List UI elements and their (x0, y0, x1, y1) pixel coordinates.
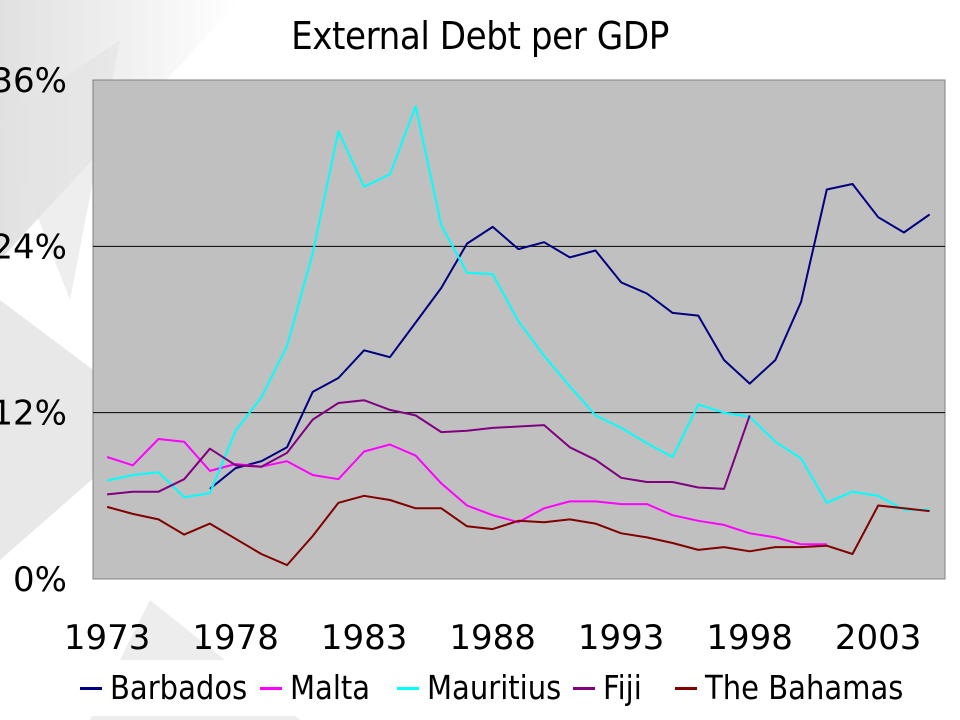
y-tick-label: 24% (0, 227, 67, 267)
legend-swatch (573, 687, 595, 690)
legend-swatch (80, 687, 102, 690)
legend-swatch (260, 687, 282, 690)
x-tick-label: 1978 (192, 618, 279, 658)
series-line-malta (106, 438, 827, 546)
legend-swatch (675, 687, 697, 690)
series-line-the-bahamas (106, 494, 930, 567)
x-tick-label: 1973 (64, 618, 151, 658)
x-tick-label: 1998 (706, 618, 793, 658)
x-tick-label: 2003 (835, 618, 922, 658)
legend-swatch (397, 687, 419, 690)
legend-label: Barbados (110, 668, 248, 707)
x-tick-label: 1988 (449, 618, 536, 658)
chart-legend: Barbados Malta Mauritius Fiji The Bahamas (60, 660, 960, 716)
legend-label: Fiji (603, 668, 642, 707)
series-line-barbados (209, 183, 931, 490)
y-tick-label: 12% (0, 394, 67, 434)
plot-area (92, 79, 946, 580)
x-tick-label: 1993 (578, 618, 665, 658)
series-line-fiji (106, 399, 751, 496)
y-tick-label: 36% (0, 61, 67, 101)
legend-label: The Bahamas (705, 668, 904, 707)
y-tick-label: 0% (13, 560, 67, 600)
series-line-mauritius (106, 105, 930, 511)
chart-title: External Debt per GDP (291, 14, 669, 58)
legend-label: Malta (290, 668, 371, 707)
x-tick-label: 1983 (321, 618, 408, 658)
legend-label: Mauritius (427, 668, 562, 707)
